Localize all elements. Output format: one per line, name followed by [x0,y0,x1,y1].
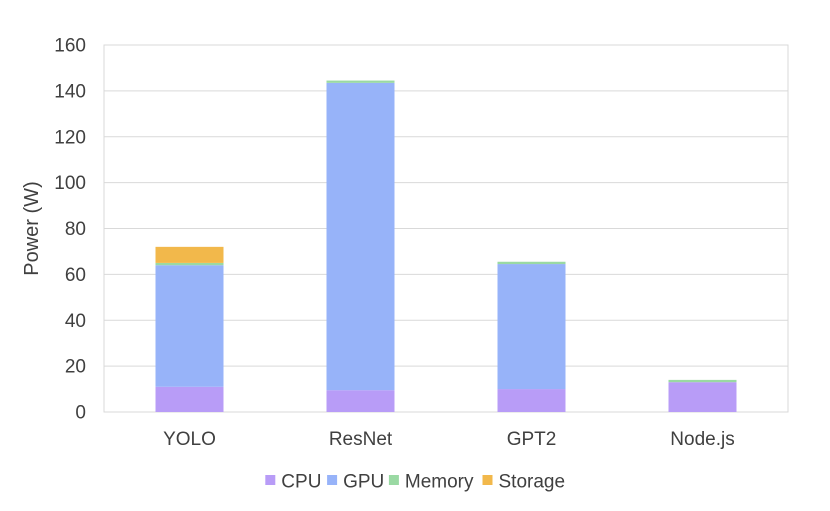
x-tick-label-resnet: ResNet [329,429,393,450]
legend-swatch-memory [388,475,399,485]
legend-swatch-cpu [265,475,276,485]
bar-gpt2-gpu [497,264,566,390]
y-axis-title: Power (W) [21,181,43,275]
legend-swatch-storage [482,475,493,485]
y-tick-label-60: 60 [65,265,86,286]
y-axis-ticks: 0 20 40 60 80 100 120 140 160 [54,36,86,424]
x-tick-label-node-js: Node.js [670,429,734,450]
bar-resnet-cpu [326,390,395,412]
bar-yolo-storage [155,246,224,263]
bar-gpt2-memory [497,261,566,265]
bar-resnet-gpu [326,82,395,391]
bar-yolo-gpu [155,265,224,387]
legend-swatch-gpu [327,475,338,485]
bar-yolo-cpu [155,386,224,412]
y-tick-label-20: 20 [65,357,86,378]
y-tick-label-160: 160 [54,36,86,57]
y-tick-label-0: 0 [75,403,86,424]
bar-resnet-memory [326,80,395,83]
legend-label-storage: Storage [499,472,566,493]
bar-gpt2-cpu [497,389,566,412]
x-tick-label-gpt2: GPT2 [507,429,557,450]
y-tick-label-120: 120 [54,127,86,148]
y-tick-label-80: 80 [65,219,86,240]
legend-label-gpu: GPU [343,472,384,493]
bar-node-js-memory [668,379,737,383]
y-tick-label-40: 40 [65,311,86,332]
legend-label-memory: Memory [405,472,474,493]
legend-label-cpu: CPU [281,472,321,493]
bar-node-js-cpu [668,382,737,412]
x-axis-ticks: YOLO ResNet GPT2 Node.js [163,429,735,450]
y-tick-label-100: 100 [54,173,86,194]
bar-yolo-memory [155,262,224,266]
y-tick-label-140: 140 [54,81,86,102]
x-tick-label-yolo: YOLO [163,429,216,450]
bars [155,80,737,412]
legend: CPU GPU Memory Storage [265,472,565,493]
